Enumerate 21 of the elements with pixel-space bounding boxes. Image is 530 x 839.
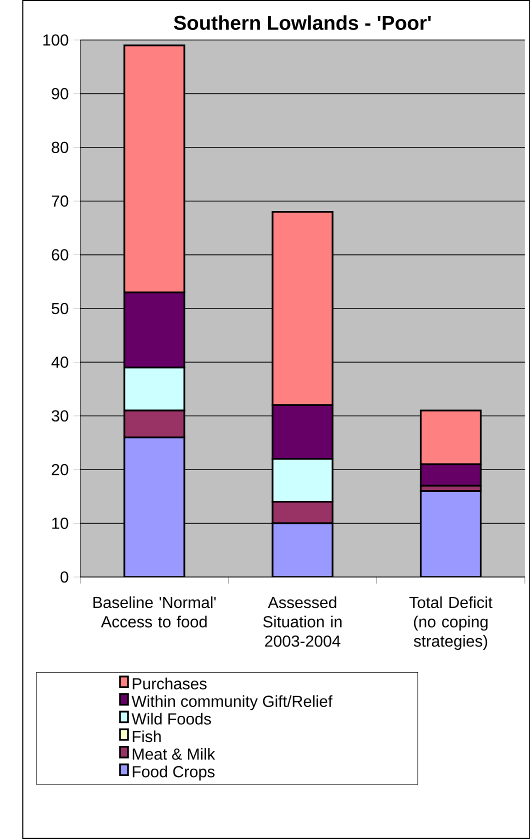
y-tick-label: 50 (52, 302, 68, 314)
y-tick-label: 0 (60, 571, 68, 583)
legend-label: Food Crops (132, 766, 214, 781)
legend-label: Purchases (132, 678, 206, 690)
chart-title: Southern Lowlands - 'Poor' (174, 15, 431, 30)
legend-label: Wild Foods (131, 712, 211, 725)
x-tick-label: Total Deficit (no coping strategies) (409, 596, 492, 650)
y-tick-label: 80 (52, 142, 68, 154)
y-tick-label: 20 (52, 464, 68, 476)
legend-label: Within community Gift/Relief (131, 695, 332, 710)
y-tick-label: 90 (52, 88, 68, 100)
y-tick-label: 40 (51, 356, 68, 368)
x-tick-label: Baseline 'Normal' Access to food (93, 596, 216, 628)
y-tick-label: 100 (43, 34, 68, 46)
legend-label: Fish (132, 730, 161, 742)
x-tick-label: Assessed Situation in 2003-2004 (263, 596, 342, 647)
y-tick-label: 60 (52, 249, 68, 260)
y-tick-label: 10 (52, 518, 68, 529)
legend-label: Meat & Milk (132, 748, 216, 760)
y-tick-label: 30 (52, 410, 68, 422)
y-tick-label: 70 (52, 195, 68, 207)
